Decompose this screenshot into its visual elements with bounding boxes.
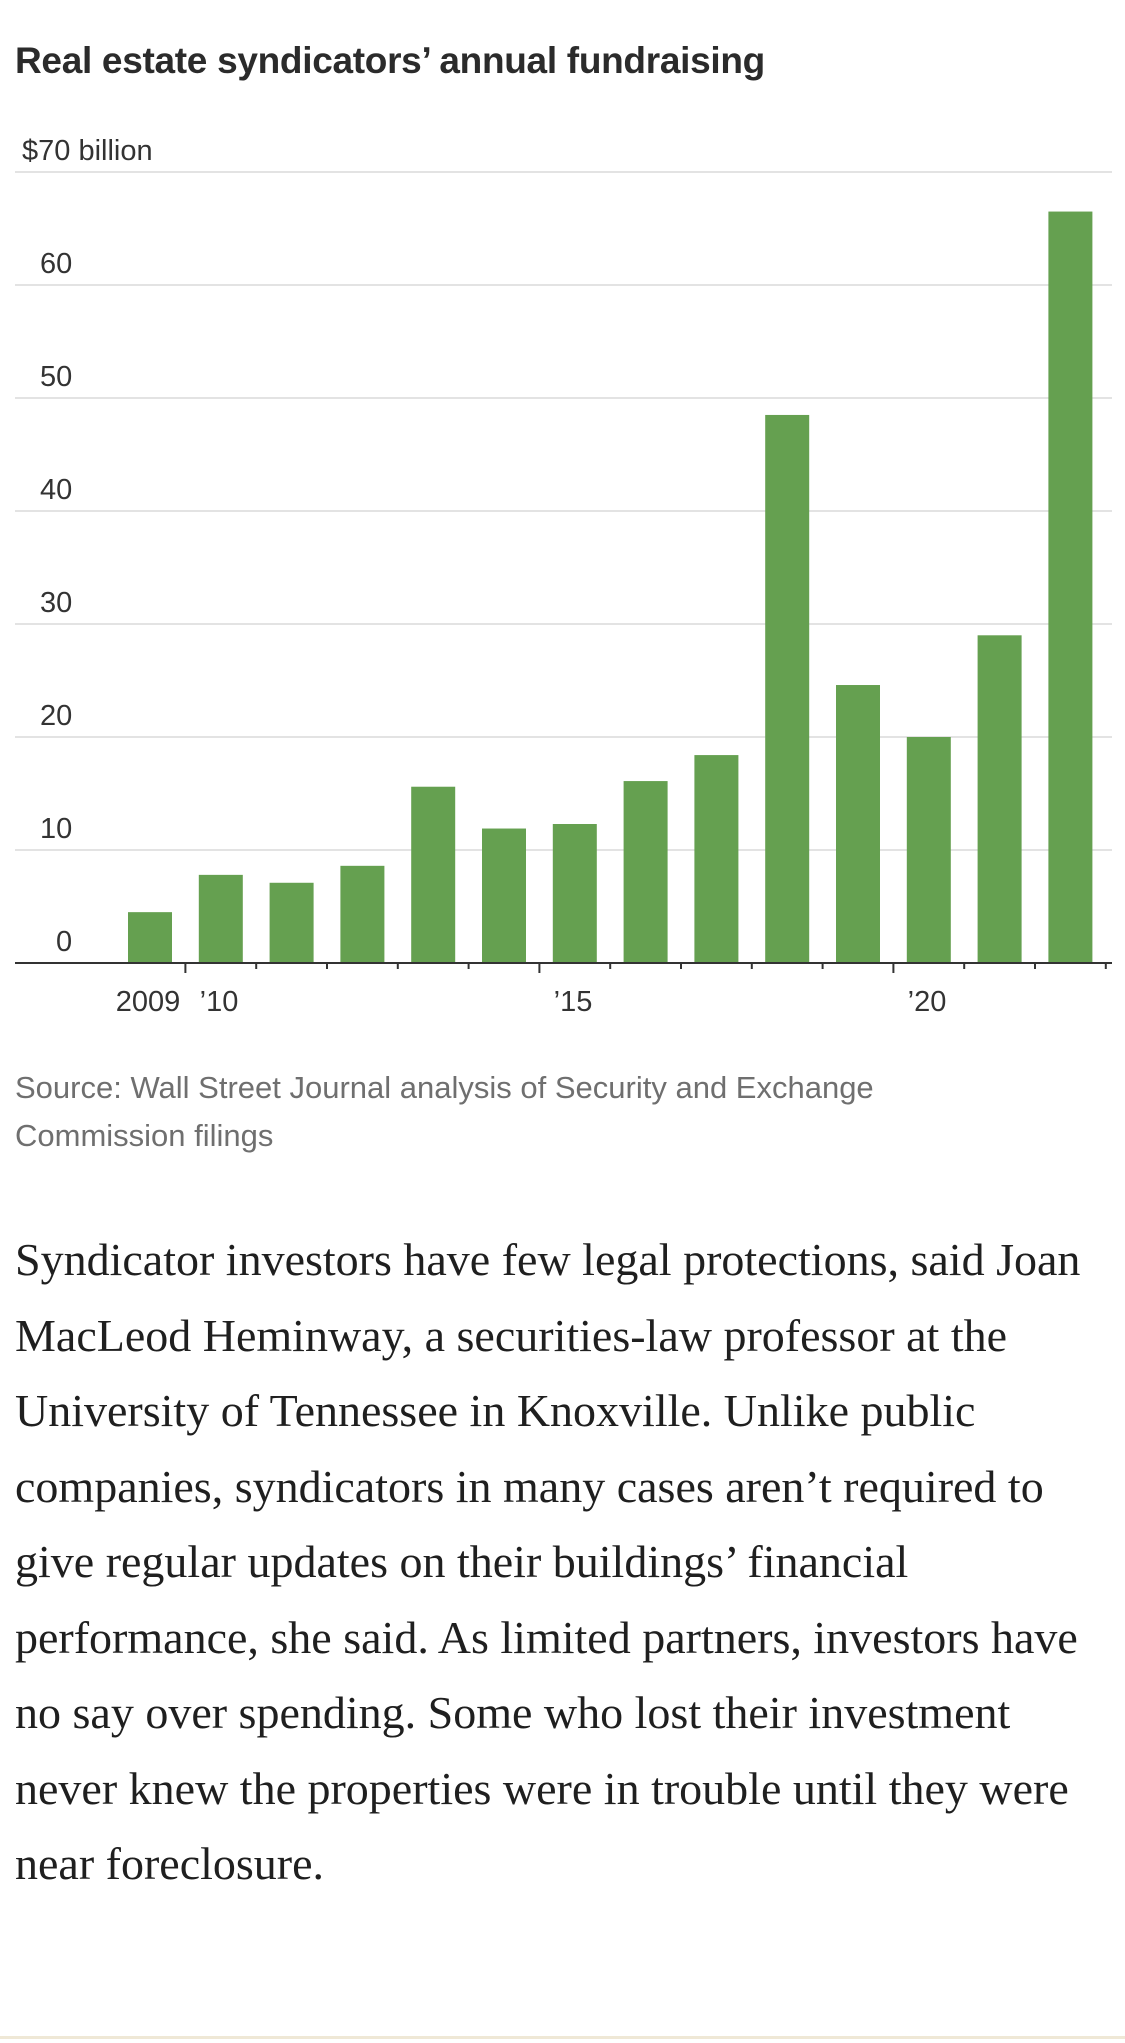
bars xyxy=(128,211,1093,964)
bar xyxy=(836,685,880,963)
y-tick-label: 60 xyxy=(40,248,72,280)
y-axis-labels: 0 10 20 30 40 50 60 $70 billion xyxy=(22,135,153,958)
bar xyxy=(623,781,668,963)
y-tick-label: 50 xyxy=(40,361,72,393)
bar xyxy=(411,786,456,963)
bar xyxy=(694,755,739,963)
x-axis-labels: 2009 ’10 ’15 ’20 xyxy=(116,986,947,1018)
y-tick-label: 0 xyxy=(56,926,72,958)
y-tick-label: 40 xyxy=(40,474,72,506)
x-axis xyxy=(15,962,1112,973)
x-tick-label: 2009 xyxy=(116,986,181,1018)
bar xyxy=(198,874,243,963)
bar xyxy=(765,414,810,963)
y-tick-label: 10 xyxy=(40,813,72,845)
chart-title: Real estate syndicators’ annual fundrais… xyxy=(15,40,765,81)
bar xyxy=(128,912,172,963)
bottom-divider xyxy=(0,2036,1125,2039)
x-tick-label: ’10 xyxy=(200,986,239,1018)
bar xyxy=(269,882,314,963)
y-tick-label: $70 billion xyxy=(22,135,153,167)
bar xyxy=(340,865,385,963)
article-paragraph: Syndicator investors have few legal prot… xyxy=(15,1234,1081,1889)
chart-source-note: Source: Wall Street Journal analysis of … xyxy=(15,1070,874,1153)
y-tick-label: 30 xyxy=(40,587,72,619)
x-tick-label: ’15 xyxy=(554,986,593,1018)
x-tick-label: ’20 xyxy=(908,986,947,1018)
bar xyxy=(1048,211,1093,964)
bar xyxy=(552,824,597,963)
bar xyxy=(906,737,951,963)
bar xyxy=(482,828,526,963)
y-tick-label: 20 xyxy=(40,700,72,732)
bar xyxy=(977,635,1022,963)
gridlines xyxy=(15,171,1112,851)
bar-chart: 0 10 20 30 40 50 60 $70 billion 2009 ’10 ’15 ’20 xyxy=(15,135,1112,1018)
